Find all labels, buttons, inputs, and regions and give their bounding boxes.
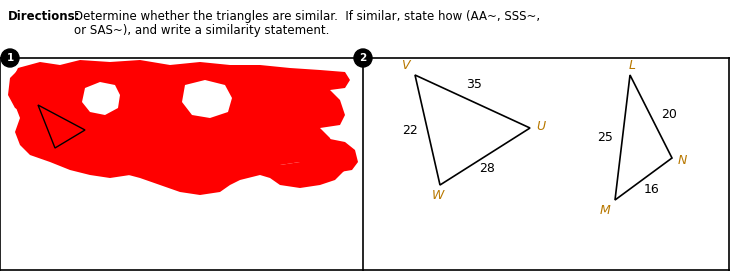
Text: L: L bbox=[629, 59, 636, 72]
Text: W: W bbox=[432, 189, 444, 202]
Text: or SAS~), and write a similarity statement.: or SAS~), and write a similarity stateme… bbox=[74, 24, 329, 37]
Text: 25: 25 bbox=[596, 131, 612, 144]
Polygon shape bbox=[182, 80, 232, 118]
Text: N: N bbox=[678, 153, 688, 166]
Text: 22: 22 bbox=[402, 124, 418, 137]
Text: 20: 20 bbox=[661, 108, 677, 121]
Polygon shape bbox=[10, 60, 350, 178]
Text: M: M bbox=[599, 204, 610, 217]
Polygon shape bbox=[82, 82, 120, 115]
Polygon shape bbox=[60, 155, 355, 195]
Circle shape bbox=[354, 49, 372, 67]
Text: 1: 1 bbox=[7, 53, 14, 63]
Text: Directions:: Directions: bbox=[8, 10, 80, 23]
Polygon shape bbox=[8, 65, 68, 115]
Text: 2: 2 bbox=[359, 53, 366, 63]
Text: 28: 28 bbox=[479, 162, 495, 175]
Circle shape bbox=[1, 49, 19, 67]
Text: V: V bbox=[402, 59, 410, 72]
Text: 35: 35 bbox=[466, 79, 483, 92]
Text: Determine whether the triangles are similar.  If similar, state how (AA~, SSS~,: Determine whether the triangles are simi… bbox=[74, 10, 540, 23]
Text: 16: 16 bbox=[644, 183, 659, 196]
Text: U: U bbox=[536, 120, 545, 133]
Polygon shape bbox=[270, 138, 358, 172]
